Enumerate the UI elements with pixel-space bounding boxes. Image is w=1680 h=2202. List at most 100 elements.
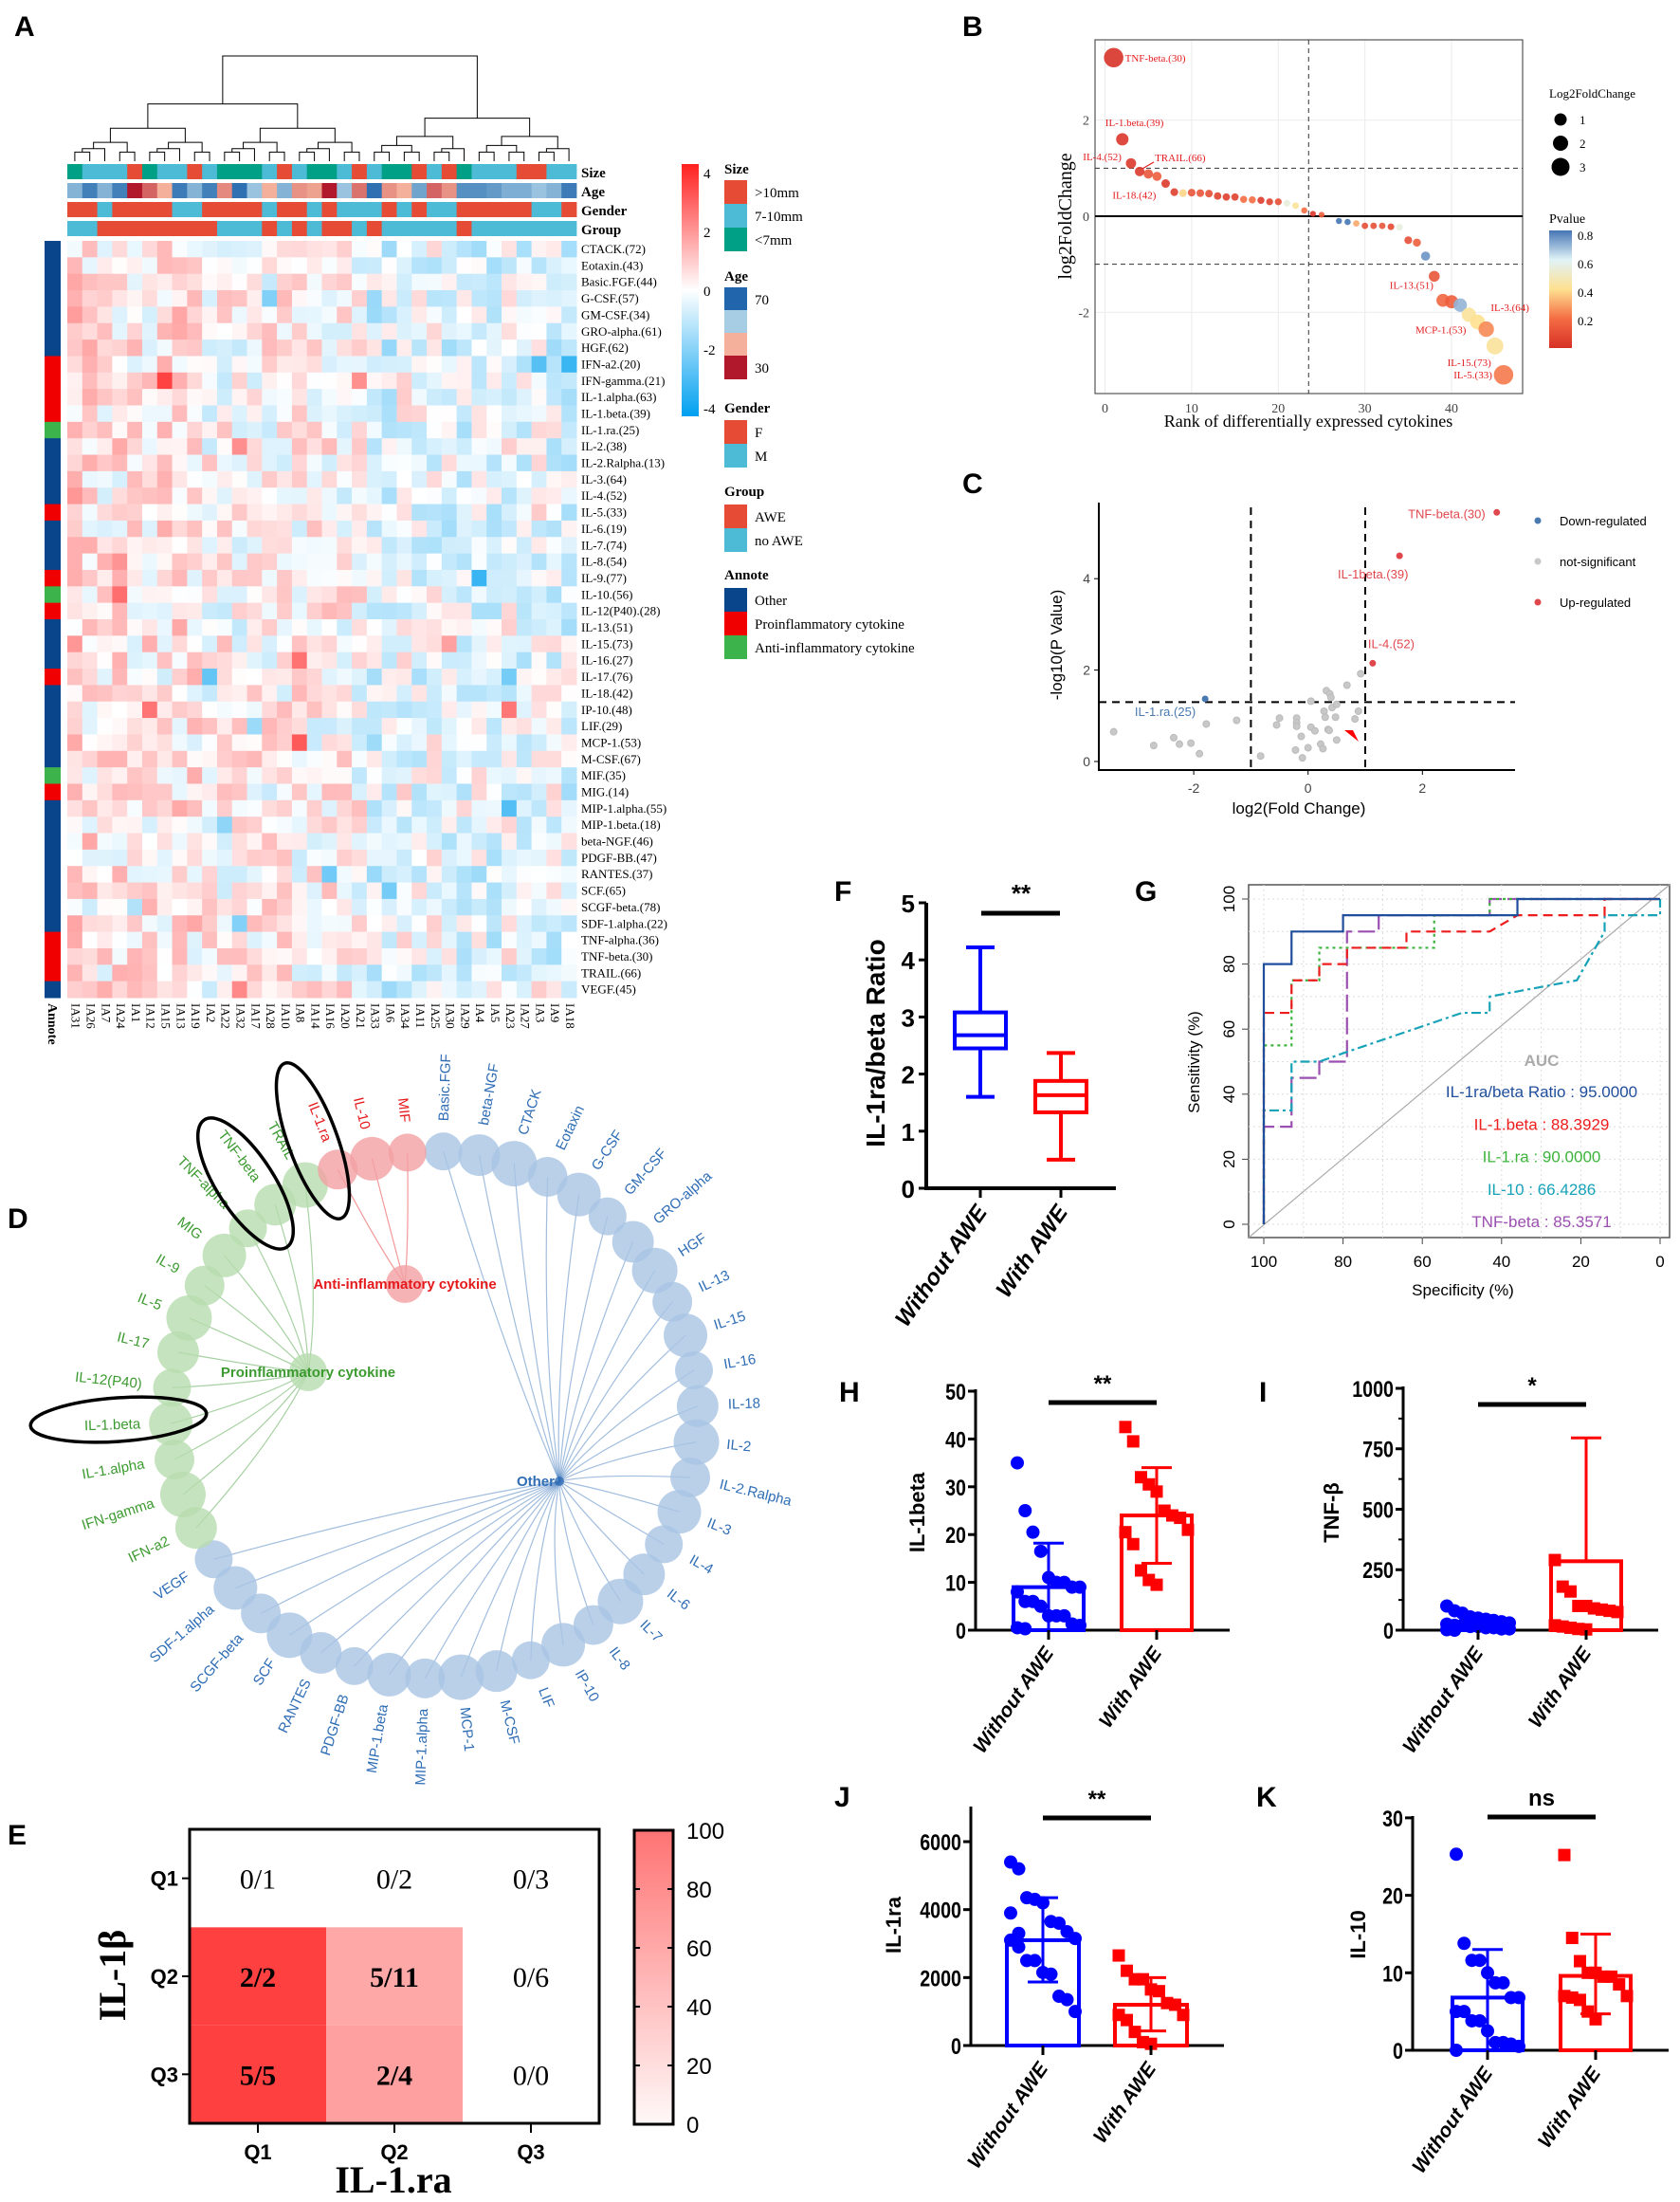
annotation-cell xyxy=(502,221,518,236)
heatmap-cell xyxy=(486,454,502,472)
heatmap-cell xyxy=(262,586,278,604)
y-tick-label: 2 xyxy=(1083,663,1090,678)
heatmap-cell xyxy=(67,454,83,472)
heatmap-cell xyxy=(202,537,218,555)
heatmap-cell xyxy=(277,454,293,472)
heatmap-cell xyxy=(546,701,562,719)
heatmap-cell xyxy=(172,669,188,686)
annotation-cell xyxy=(427,202,443,217)
y-tick-label: 40 xyxy=(1220,1085,1238,1103)
heatmap-cell xyxy=(67,470,83,488)
heatmap-cell xyxy=(456,504,472,522)
hub-label: Proinflammatory cytokine xyxy=(221,1365,395,1381)
heatmap-cell xyxy=(172,421,188,439)
annotation-cell xyxy=(561,183,577,198)
heatmap-cell xyxy=(411,306,428,324)
pvalue-legend-title: Pvalue xyxy=(1549,212,1585,227)
heatmap-cell xyxy=(291,339,308,357)
heatmap-cell xyxy=(531,964,547,982)
data-point xyxy=(1448,1624,1462,1637)
heatmap-cell xyxy=(427,553,443,571)
heatmap-cell xyxy=(337,734,353,752)
annotation-cell xyxy=(277,221,293,236)
heatmap-cell xyxy=(97,537,113,555)
rank-point xyxy=(1152,172,1162,181)
row-label: IL-18.(42) xyxy=(581,686,633,700)
heatmap-cell xyxy=(141,504,158,522)
data-point xyxy=(1112,1949,1125,1962)
heatmap-cell xyxy=(202,817,218,835)
column-label: IA26 xyxy=(84,1003,99,1029)
heatmap-cell xyxy=(321,947,338,965)
rank-point xyxy=(1353,220,1360,227)
heatmap-cell xyxy=(321,405,338,423)
heatmap-cell xyxy=(456,750,472,768)
heatmap-cell xyxy=(381,981,397,999)
heatmap-cell xyxy=(366,685,383,703)
heatmap-cell xyxy=(502,964,518,982)
y-axis-label: IL-1β xyxy=(91,1930,134,2022)
heatmap-cell xyxy=(231,849,248,867)
heatmap-cell xyxy=(231,931,248,949)
heatmap-cell xyxy=(456,372,472,390)
heatmap-cell xyxy=(337,882,353,900)
heatmap-cell xyxy=(516,931,533,949)
dendrogram-branch xyxy=(374,151,391,161)
heatmap-cell xyxy=(326,1927,463,2026)
legend-swatch xyxy=(724,420,747,444)
cytokine-label: GM-CSF xyxy=(621,1146,670,1199)
heatmap-cell xyxy=(531,799,547,817)
x-tick-label: Q1 xyxy=(244,2140,271,2164)
row-label: GM-CSF.(34) xyxy=(581,307,649,321)
heatmap-cell xyxy=(187,602,203,620)
x-tick-label: With AWE xyxy=(1534,2063,1606,2152)
cytokine-node xyxy=(588,1197,627,1236)
heatmap-cell xyxy=(486,438,502,456)
row-label: IL-3.(64) xyxy=(581,472,627,486)
heatmap-cell xyxy=(247,241,263,258)
heatmap-cell xyxy=(486,619,502,636)
not-significant-point xyxy=(1291,745,1300,754)
heatmap-cell xyxy=(231,981,248,999)
heatmap-cell xyxy=(396,356,412,374)
rank-point xyxy=(1104,47,1123,68)
heatmap-cell xyxy=(441,635,458,653)
cytokine-node xyxy=(184,1265,225,1306)
panel-label-C: C xyxy=(962,468,983,500)
heatmap-cell xyxy=(127,882,143,900)
heatmap-cell xyxy=(502,931,518,949)
heatmap-cell xyxy=(441,701,458,719)
column-label: IA24 xyxy=(114,1003,128,1029)
heatmap-cell xyxy=(531,849,547,867)
heatmap-cell xyxy=(172,438,188,456)
heatmap-cell xyxy=(516,734,533,752)
heatmap-cell xyxy=(231,718,248,735)
heatmap-cell xyxy=(441,602,458,620)
heatmap-cell xyxy=(337,981,353,999)
network-edge xyxy=(557,1194,580,1482)
heatmap-cell xyxy=(381,569,397,587)
annotation-cell xyxy=(531,183,547,198)
heatmap-cell xyxy=(141,882,158,900)
data-point xyxy=(1481,1966,1494,1980)
heatmap-cell xyxy=(321,586,338,604)
heatmap-cell xyxy=(456,669,472,686)
heatmap-cell xyxy=(456,866,472,884)
heatmap-cell xyxy=(441,783,458,801)
heatmap-cell xyxy=(321,569,338,587)
heatmap-cell xyxy=(97,569,113,587)
heatmap-cell xyxy=(427,504,443,522)
heatmap-cell xyxy=(306,470,322,488)
heatmap-cell xyxy=(486,898,502,916)
heatmap-cell xyxy=(156,487,173,505)
heatmap-cell xyxy=(112,339,128,357)
heatmap-cell xyxy=(277,257,293,275)
heatmap-cell xyxy=(247,750,263,768)
heatmap-cell xyxy=(411,405,428,423)
heatmap-cell xyxy=(396,306,412,324)
heatmap-cell xyxy=(381,734,397,752)
heatmap-cell xyxy=(262,833,278,851)
legend-title: Group xyxy=(724,485,764,500)
heatmap-cell xyxy=(352,734,368,752)
data-point xyxy=(1119,1421,1132,1434)
